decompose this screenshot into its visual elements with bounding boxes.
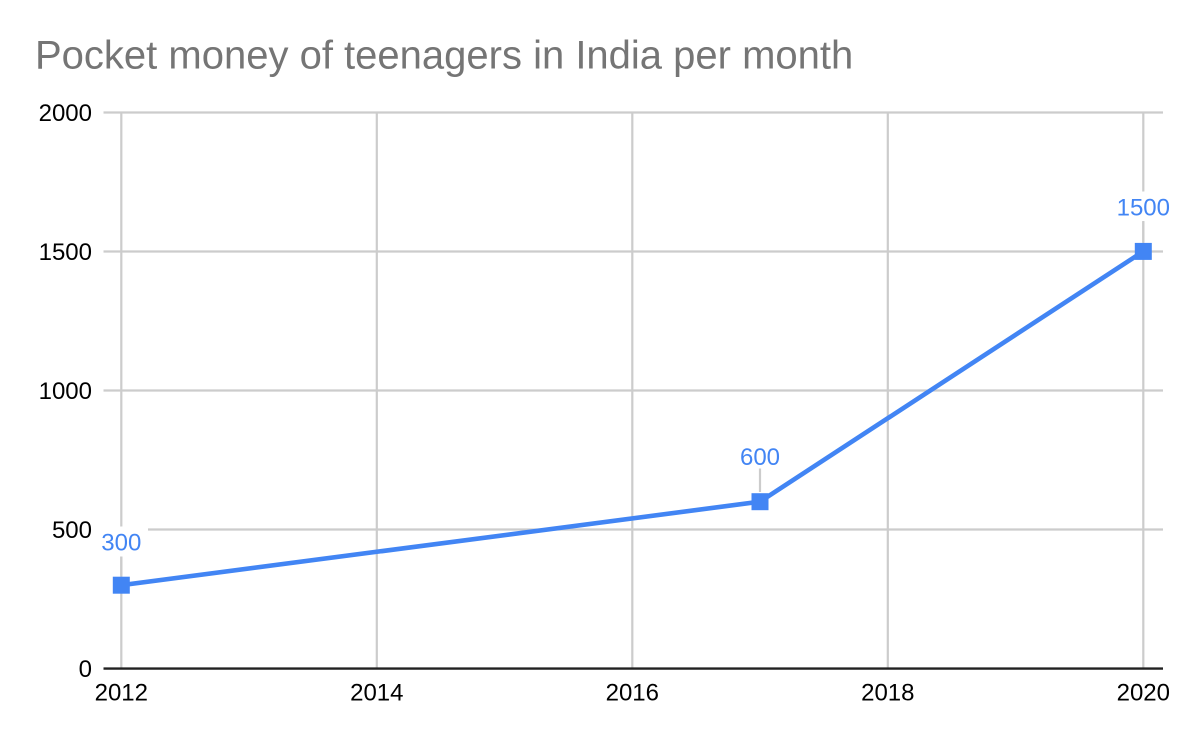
svg-text:500: 500 <box>52 517 92 544</box>
svg-text:600: 600 <box>740 444 780 471</box>
svg-text:2014: 2014 <box>350 680 403 707</box>
svg-text:2000: 2000 <box>39 100 92 127</box>
svg-text:1500: 1500 <box>39 239 92 266</box>
svg-text:2020: 2020 <box>1117 680 1170 707</box>
svg-text:1000: 1000 <box>39 378 92 405</box>
svg-text:0: 0 <box>79 656 92 683</box>
svg-text:2016: 2016 <box>606 680 659 707</box>
svg-text:300: 300 <box>101 530 141 557</box>
svg-text:2018: 2018 <box>861 680 914 707</box>
svg-text:2012: 2012 <box>95 680 148 707</box>
svg-text:Pocket money of teenagers in I: Pocket money of teenagers in India per m… <box>35 34 853 78</box>
svg-text:1500: 1500 <box>1117 195 1170 222</box>
